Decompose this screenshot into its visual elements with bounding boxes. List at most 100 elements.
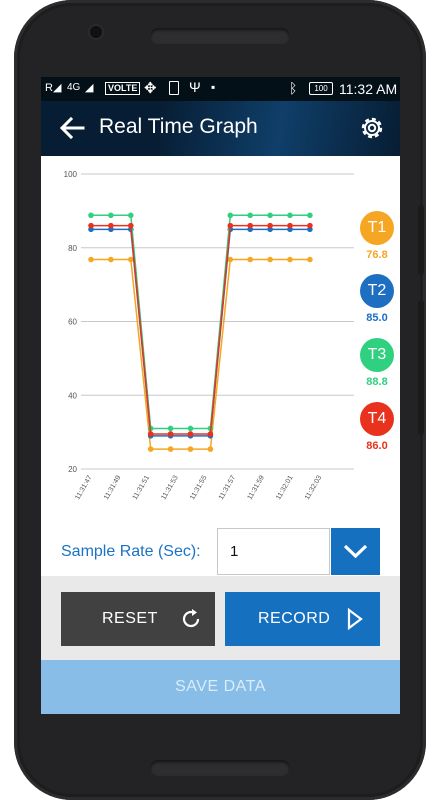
data-point-t4 — [307, 222, 313, 229]
data-point-t1 — [247, 256, 253, 263]
screen: R◢ 4G ◢ VOLTE ✥ Ψ ▪ ᛒ 100 11:32 AM Real … — [41, 77, 400, 714]
data-point-t3 — [227, 212, 234, 219]
data-point-t1 — [267, 256, 273, 263]
data-point-t3 — [187, 425, 194, 432]
arrow-back-icon[interactable] — [57, 113, 87, 143]
lock-icon: ▪ — [211, 80, 216, 94]
x-tick-label: 11:31:55 — [189, 474, 208, 501]
clock: 11:32 AM — [339, 81, 398, 97]
chart-area: 20 40 60 80 100 11:31:47 11:31:49 11:31:51 11:31… — [41, 156, 400, 576]
record-button[interactable]: RECORD — [225, 592, 380, 646]
series-line-t3 — [91, 214, 310, 430]
sample-rate-select[interactable]: 1 — [217, 528, 330, 575]
data-point-t3 — [287, 212, 293, 219]
data-point-t1 — [227, 256, 234, 263]
reset-button-label: RESET — [102, 610, 158, 627]
reset-button[interactable]: RESET — [61, 592, 215, 646]
y-tick-label: 80 — [68, 244, 77, 253]
sample-rate-dropdown-button[interactable] — [331, 528, 380, 575]
save-data-button[interactable]: SAVE DATA — [41, 660, 400, 714]
refresh-icon — [182, 609, 200, 628]
play-icon — [347, 607, 363, 631]
series-line-t2 — [91, 228, 310, 437]
volume-button — [418, 300, 424, 435]
data-point-t3 — [88, 212, 94, 219]
app-bar-glow — [160, 101, 400, 156]
data-point-t4 — [187, 431, 194, 437]
data-point-t1 — [207, 446, 214, 452]
signal-icon: R◢ — [45, 82, 62, 94]
x-tick-label: 11:31:51 — [132, 474, 151, 501]
record-button-label: RECORD — [258, 610, 331, 627]
front-camera — [90, 26, 102, 38]
signal-icon-2: ◢ — [85, 82, 94, 94]
battery-icon: 100 — [309, 82, 333, 95]
data-point-t4 — [247, 222, 253, 229]
data-point-t1 — [147, 446, 154, 452]
x-tick-label: 11:31:53 — [160, 474, 179, 501]
data-point-t4 — [147, 431, 154, 437]
data-point-t4 — [207, 431, 214, 437]
network-type: 4G — [67, 82, 81, 93]
sensor-badge-t3: T3 — [360, 338, 394, 372]
fan-icon: ✥ — [144, 80, 157, 97]
app-bar: Real Time Graph — [41, 101, 400, 156]
temperature-chart: 20 40 60 80 100 11:31:47 11:31:49 11:31:51 11:31… — [64, 170, 354, 501]
data-point-t3 — [167, 425, 174, 432]
x-tick-label: 11:31:49 — [103, 474, 122, 501]
data-point-t3 — [247, 212, 253, 219]
data-point-t4 — [108, 222, 114, 229]
series-line-t1 — [91, 258, 310, 450]
page-title: Real Time Graph — [99, 115, 258, 138]
sim-icon — [169, 81, 179, 95]
data-point-t1 — [307, 256, 313, 263]
save-data-label: SAVE DATA — [175, 678, 266, 695]
sample-rate-value: 1 — [230, 543, 239, 560]
y-tick-label: 60 — [68, 318, 77, 327]
top-speaker — [150, 28, 290, 44]
data-point-t1 — [167, 446, 174, 452]
data-point-t3 — [307, 212, 313, 219]
power-button — [418, 205, 424, 275]
data-point-t1 — [187, 446, 194, 452]
data-point-t4 — [128, 222, 134, 229]
data-point-t4 — [227, 222, 234, 229]
x-tick-label: 11:32:03 — [304, 474, 323, 501]
chevron-down-icon — [343, 544, 368, 559]
y-tick-label: 20 — [68, 465, 77, 474]
data-point-t3 — [128, 212, 134, 219]
data-point-t1 — [108, 256, 114, 263]
volte-badge: VOLTE — [105, 82, 141, 95]
bluetooth-icon: ᛒ — [289, 80, 298, 96]
x-tick-label: 11:31:57 — [218, 474, 237, 501]
data-point-t4 — [167, 431, 174, 437]
usb-icon: Ψ — [189, 79, 201, 95]
y-tick-label: 100 — [64, 170, 78, 179]
sensor-value-t4: 86.0 — [366, 440, 388, 452]
data-point-t3 — [267, 212, 273, 219]
battery-level: 100 — [314, 84, 328, 93]
sensor-value-t3: 88.8 — [366, 376, 388, 388]
data-point-t1 — [287, 256, 293, 263]
sensor-value-t2: 85.0 — [366, 312, 388, 324]
data-point-t4 — [287, 222, 293, 229]
data-point-t4 — [267, 222, 273, 229]
sample-rate-label: Sample Rate (Sec): — [61, 543, 201, 560]
gear-icon[interactable] — [358, 113, 386, 143]
x-tick-label: 11:31:47 — [74, 474, 93, 501]
series-line-t4 — [91, 224, 310, 435]
data-point-t4 — [88, 222, 94, 229]
sensor-badge-t1: T1 — [360, 211, 394, 245]
x-tick-label: 11:31:59 — [247, 474, 266, 501]
sensor-badge-t2: T2 — [360, 274, 394, 308]
x-tick-label: 11:32:01 — [275, 474, 294, 501]
data-point-t1 — [88, 256, 94, 263]
y-tick-label: 40 — [68, 391, 77, 400]
bottom-speaker — [150, 760, 290, 776]
data-point-t3 — [108, 212, 114, 219]
status-bar: R◢ 4G ◢ VOLTE ✥ Ψ ▪ ᛒ 100 11:32 AM — [41, 77, 400, 101]
sensor-value-t1: 76.8 — [366, 249, 388, 261]
data-point-t1 — [128, 256, 134, 263]
sensor-badge-t4: T4 — [360, 402, 394, 436]
